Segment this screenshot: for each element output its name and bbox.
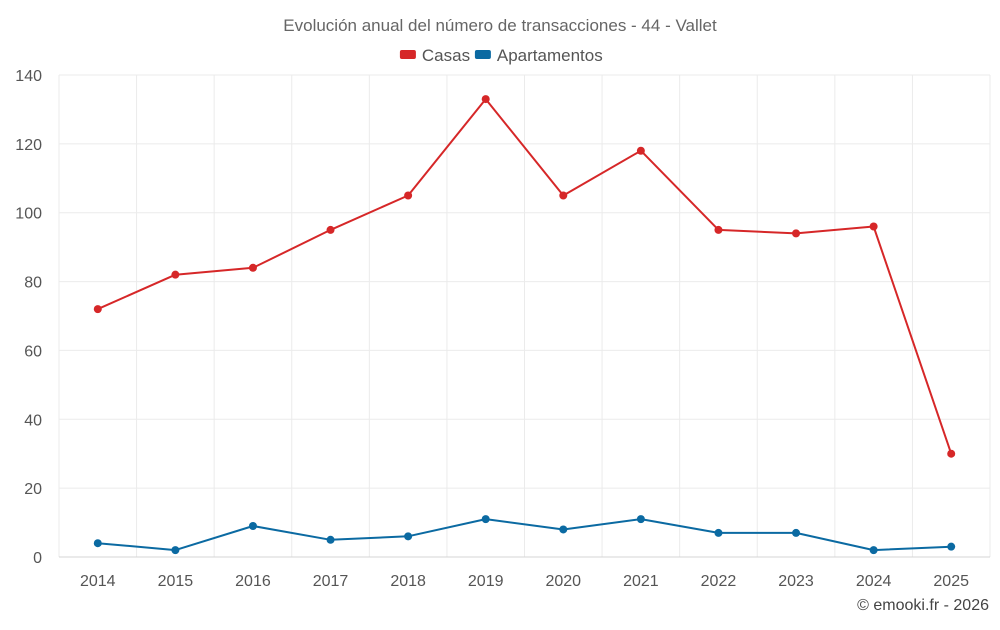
data-point[interactable] [714,528,723,537]
data-point[interactable] [792,528,801,537]
legend-label: Apartamentos [497,46,603,65]
data-point[interactable] [559,525,568,534]
data-point[interactable] [326,225,335,234]
data-point[interactable] [404,191,413,200]
legend-label: Casas [422,46,470,65]
y-tick-label: 0 [33,550,42,567]
y-axis: 0 20 40 60 80 100 120 140 [15,68,42,567]
x-tick-label: 2017 [313,573,349,590]
credit-text: © emooki.fr - 2026 [857,597,989,614]
y-tick-label: 20 [24,481,42,498]
data-point[interactable] [947,449,956,458]
y-tick-label: 120 [15,137,42,154]
data-point[interactable] [93,539,102,548]
series-apartamentos [93,515,956,555]
grid [58,74,991,558]
y-tick-label: 60 [24,343,42,360]
x-tick-label: 2019 [468,573,504,590]
x-tick-label: 2022 [701,573,737,590]
data-point[interactable] [869,546,878,555]
legend-item-apartamentos[interactable]: Apartamentos [474,46,603,65]
data-point[interactable] [636,146,645,155]
x-tick-label: 2025 [933,573,969,590]
x-axis: 2014 2015 2016 2017 2018 2019 2020 2021 2022 2023… [59,556,990,590]
chart-title: Evolución anual del número de transaccio… [283,16,717,35]
data-point[interactable] [171,270,180,279]
data-point[interactable] [947,542,956,551]
y-tick-label: 140 [15,68,42,85]
legend-swatch [399,50,416,59]
data-point[interactable] [404,532,413,541]
data-point[interactable] [171,546,180,555]
data-point[interactable] [481,95,490,104]
x-tick-label: 2023 [778,573,814,590]
x-tick-label: 2024 [856,573,892,590]
data-point[interactable] [869,222,878,231]
series-line [97,98,953,455]
x-tick-label: 2018 [390,573,426,590]
data-point[interactable] [714,225,723,234]
x-tick-label: 2021 [623,573,659,590]
x-tick-label: 2016 [235,573,271,590]
data-point[interactable] [481,515,490,524]
data-point[interactable] [326,535,335,544]
data-point[interactable] [792,229,801,238]
data-point[interactable] [559,191,568,200]
legend-swatch [474,50,491,59]
data-point[interactable] [248,522,257,531]
data-point[interactable] [93,305,102,314]
x-tick-label: 2014 [80,573,116,590]
legend-item-casas[interactable]: Casas [399,46,470,65]
y-tick-label: 40 [24,412,42,429]
y-tick-label: 100 [15,206,42,223]
y-tick-label: 80 [24,275,42,292]
series-casas [93,95,956,458]
x-tick-label: 2020 [545,573,581,590]
legend[interactable]: Casas Apartamentos [399,46,603,65]
series-line [97,518,952,552]
data-point[interactable] [248,263,257,272]
series-layer [93,95,956,555]
x-tick-label: 2015 [158,573,194,590]
data-point[interactable] [636,515,645,524]
